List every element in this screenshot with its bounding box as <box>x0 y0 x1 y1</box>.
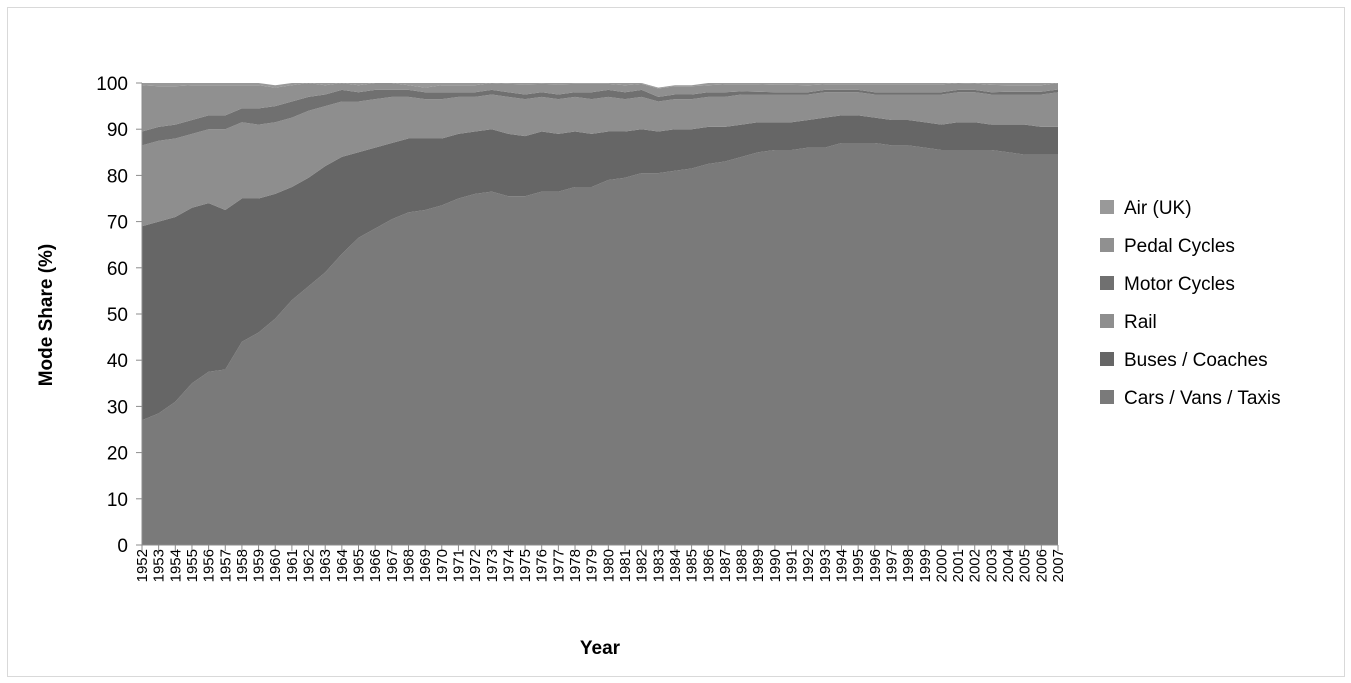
x-tick-label: 1986 <box>700 549 717 582</box>
y-tick-label: 20 <box>107 444 128 465</box>
x-tick-label: 1955 <box>184 549 201 582</box>
x-tick-label: 1997 <box>883 549 900 582</box>
x-tick-label: 1959 <box>251 549 268 582</box>
legend-swatch-buses-coaches <box>1100 352 1114 366</box>
x-tick-label: 1978 <box>567 549 584 582</box>
x-tick-label: 1953 <box>151 549 168 582</box>
x-tick-label: 1966 <box>367 549 384 582</box>
x-tick-label: 1965 <box>351 549 368 582</box>
x-tick-label: 1968 <box>400 549 417 582</box>
x-tick-label: 2005 <box>1017 549 1034 582</box>
x-tick-label: 1960 <box>267 549 284 582</box>
x-tick-label: 2001 <box>950 549 967 582</box>
x-tick-label: 2004 <box>1000 549 1017 582</box>
x-ticks-group: 1952 1953 1954 1955 1956 1957 1958 1959 1960 1961… <box>134 545 1067 582</box>
legend-label-rail: Rail <box>1124 312 1157 333</box>
x-tick-label: 1961 <box>284 549 301 582</box>
x-tick-label: 1984 <box>667 549 684 582</box>
area-buses-coaches <box>142 115 1058 421</box>
x-tick-label: 1973 <box>484 549 501 582</box>
x-tick-label: 1970 <box>434 549 451 582</box>
y-tick-label: 80 <box>107 166 128 187</box>
x-tick-label: 1958 <box>234 549 251 582</box>
x-tick-label: 1974 <box>500 549 517 582</box>
x-tick-label: 1993 <box>817 549 834 582</box>
y-ticks-group: 0 10 20 30 40 50 60 70 80 90 100 <box>96 74 142 557</box>
x-tick-label: 1998 <box>900 549 917 582</box>
x-tick-label: 2000 <box>933 549 950 582</box>
legend: Air (UK) Pedal Cycles Motor Cycles Rail Buse… <box>1100 198 1281 409</box>
y-tick-label: 90 <box>107 120 128 141</box>
y-tick-label: 30 <box>107 397 128 418</box>
y-tick-label: 50 <box>107 305 128 326</box>
legend-label-motor-cycles: Motor Cycles <box>1124 274 1235 295</box>
legend-swatch-motor-cycles <box>1100 276 1114 290</box>
x-tick-label: 1976 <box>534 549 551 582</box>
x-tick-label: 1996 <box>867 549 884 582</box>
legend-label-buses-coaches: Buses / Coaches <box>1124 350 1268 371</box>
x-tick-label: 1985 <box>684 549 701 582</box>
legend-label-air-uk: Air (UK) <box>1124 198 1192 219</box>
legend-swatch-cars-vans-taxis <box>1100 390 1114 404</box>
area-rail <box>142 92 1058 227</box>
legend-label-cars-vans-taxis: Cars / Vans / Taxis <box>1124 388 1281 409</box>
x-tick-label: 1971 <box>450 549 467 582</box>
y-tick-label: 0 <box>117 536 128 557</box>
x-tick-label: 2003 <box>983 549 1000 582</box>
x-tick-label: 1977 <box>550 549 567 582</box>
x-tick-label: 1969 <box>417 549 434 582</box>
y-tick-label: 70 <box>107 213 128 234</box>
x-tick-label: 1980 <box>600 549 617 582</box>
x-tick-label: 1979 <box>584 549 601 582</box>
legend-swatch-rail <box>1100 314 1114 328</box>
x-tick-label: 2007 <box>1050 549 1067 582</box>
x-tick-label: 1962 <box>301 549 318 582</box>
x-tick-label: 1956 <box>201 549 218 582</box>
y-tick-label: 40 <box>107 351 128 372</box>
x-tick-label: 1995 <box>850 549 867 582</box>
x-tick-label: 1988 <box>734 549 751 582</box>
y-tick-label: 100 <box>96 74 128 95</box>
x-tick-label: 1990 <box>767 549 784 582</box>
x-tick-label: 1972 <box>467 549 484 582</box>
y-tick-label: 10 <box>107 490 128 511</box>
x-tick-label: 1957 <box>217 549 234 582</box>
x-tick-label: 1987 <box>717 549 734 582</box>
x-tick-label: 1999 <box>917 549 934 582</box>
x-tick-label: 2002 <box>967 549 984 582</box>
x-tick-label: 1994 <box>833 549 850 582</box>
legend-label-pedal-cycles: Pedal Cycles <box>1124 236 1235 257</box>
x-tick-label: 1991 <box>784 549 801 582</box>
x-tick-label: 1983 <box>650 549 667 582</box>
x-tick-label: 1964 <box>334 549 351 582</box>
area-air-uk <box>142 83 1058 89</box>
x-tick-label: 1967 <box>384 549 401 582</box>
x-tick-label: 2006 <box>1033 549 1050 582</box>
x-tick-label: 1954 <box>167 549 184 582</box>
y-tick-label: 60 <box>107 259 128 280</box>
x-tick-label: 1981 <box>617 549 634 582</box>
x-tick-label: 1975 <box>517 549 534 582</box>
area-cars-vans-taxis <box>142 143 1058 545</box>
y-axis-title: Mode Share (%) <box>36 244 57 387</box>
x-axis-title: Year <box>580 638 621 659</box>
x-tick-label: 1989 <box>750 549 767 582</box>
x-tick-label: 1952 <box>134 549 151 582</box>
x-tick-label: 1963 <box>317 549 334 582</box>
area-pedal-cycles <box>142 83 1058 132</box>
x-tick-label: 1992 <box>800 549 817 582</box>
legend-swatch-pedal-cycles <box>1100 238 1114 252</box>
area-series-group <box>142 83 1058 545</box>
x-tick-label: 1982 <box>634 549 651 582</box>
legend-swatch-air-uk <box>1100 200 1114 214</box>
